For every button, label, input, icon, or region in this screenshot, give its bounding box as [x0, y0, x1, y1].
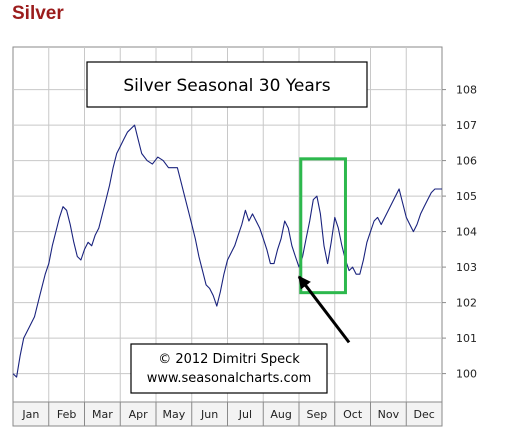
x-tick-label: Dec: [413, 408, 434, 421]
x-tick-label: Mar: [92, 408, 113, 421]
silver-seasonal-line: [12, 124, 442, 378]
credit-line-1: © 2012 Dimitri Speck: [158, 352, 300, 367]
september-highlight-box: [299, 157, 347, 295]
x-tick-label: May: [163, 408, 186, 421]
y-tick-label: 106: [456, 155, 477, 168]
x-tick-label: Jun: [200, 408, 218, 421]
x-tick-label: Jul: [238, 408, 252, 421]
x-tick-label: Feb: [57, 408, 76, 421]
chart-title-box: Silver Seasonal 30 Years: [86, 61, 368, 108]
x-tick-label: Sep: [307, 408, 328, 421]
chart-title: Silver Seasonal 30 Years: [123, 76, 330, 96]
y-tick-label: 104: [456, 226, 477, 239]
y-tick-label: 108: [456, 84, 477, 97]
y-tick-label: 102: [456, 297, 477, 310]
y-tick-label: 100: [456, 368, 477, 381]
y-axis-tick-labels: 100 101 102 103 104 105 106 107 108: [442, 84, 477, 381]
annotation-arrow: [297, 275, 351, 344]
x-axis-tick-labels: Jan Feb Mar Apr May Jun Jul Aug Sep Oct Nov Dec: [21, 402, 435, 426]
y-tick-label: 101: [456, 332, 477, 345]
credit-line-2: www.seasonalcharts.com: [147, 371, 312, 386]
y-tick-label: 107: [456, 119, 477, 132]
x-tick-label: Nov: [378, 408, 400, 421]
credit-box: © 2012 Dimitri Speck www.seasonalcharts.…: [130, 343, 328, 394]
y-tick-label: 105: [456, 190, 477, 203]
page-heading: Silver: [12, 3, 64, 24]
x-tick-label: Aug: [270, 408, 291, 421]
x-tick-label: Apr: [129, 408, 149, 421]
x-tick-label: Oct: [343, 408, 363, 421]
y-tick-label: 103: [456, 261, 477, 274]
x-tick-label: Jan: [21, 408, 39, 421]
